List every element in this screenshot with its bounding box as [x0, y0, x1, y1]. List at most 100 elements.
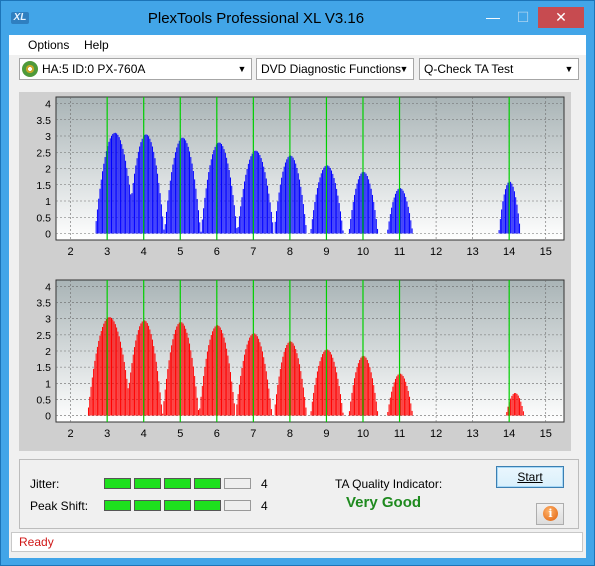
jitter-meter-segment: [164, 478, 191, 489]
data-bar-top: [131, 193, 133, 234]
data-bar-bottom: [318, 365, 320, 416]
y-tick-label-top: 2.5: [36, 147, 51, 159]
data-bar-top: [338, 203, 340, 234]
data-bar-top: [295, 163, 297, 234]
data-bar-top: [265, 178, 267, 234]
data-bar-bottom: [146, 323, 148, 416]
data-bar-bottom: [375, 401, 377, 416]
data-bar-top: [301, 194, 303, 234]
data-bar-bottom: [218, 325, 220, 416]
data-bar-top: [210, 159, 212, 234]
start-button[interactable]: Start: [496, 466, 564, 488]
chevron-down-icon[interactable]: ▼: [564, 64, 574, 74]
data-bar-top: [277, 201, 279, 234]
data-bar-top: [507, 182, 509, 234]
chevron-down-icon[interactable]: ▼: [237, 64, 247, 74]
data-bar-top: [187, 146, 189, 234]
menu-options[interactable]: Options: [28, 38, 70, 52]
data-bar-bottom: [150, 334, 152, 416]
data-bar-top: [232, 195, 234, 234]
data-bar-top: [95, 221, 97, 234]
data-bar-top: [270, 211, 272, 234]
data-bar-top: [357, 179, 359, 234]
data-bar-top: [151, 146, 153, 234]
x-tick-label-top: 12: [430, 246, 442, 258]
data-bar-bottom: [311, 401, 313, 416]
data-bar-bottom: [368, 363, 370, 416]
data-bar-bottom: [172, 339, 174, 416]
test-select[interactable]: Q-Check TA Test ▼: [419, 58, 579, 80]
data-bar-bottom: [245, 349, 247, 416]
data-bar-top: [250, 156, 252, 234]
data-bar-top: [403, 193, 405, 234]
data-bar-top: [503, 194, 505, 234]
data-bar-bottom: [103, 323, 105, 416]
data-bar-bottom: [291, 341, 293, 416]
data-bar-bottom: [155, 361, 157, 416]
data-bar-bottom: [304, 397, 306, 416]
data-bar-top: [370, 188, 372, 234]
data-bar-bottom: [402, 376, 404, 416]
data-bar-top: [126, 167, 128, 234]
title-bar[interactable]: XL PlexTools Professional XL V3.16 — ☐ ✕: [1, 1, 594, 35]
info-button[interactable]: i: [536, 503, 564, 525]
data-bar-top: [332, 173, 334, 234]
data-bar-bottom: [90, 386, 92, 416]
chevron-down-icon[interactable]: ▼: [399, 64, 409, 74]
data-bar-top: [305, 225, 307, 234]
peak-shift-meter-segment: [164, 500, 191, 511]
ta-quality-label: TA Quality Indicator:: [335, 477, 443, 491]
data-bar-top: [254, 150, 256, 234]
data-bar-bottom: [204, 366, 206, 416]
data-bar-bottom: [94, 360, 96, 416]
data-bar-top: [118, 137, 120, 234]
data-bar-bottom: [139, 326, 141, 416]
data-bar-top: [300, 186, 302, 234]
data-bar-bottom: [406, 385, 408, 416]
close-button[interactable]: ✕: [538, 7, 584, 28]
maximize-button[interactable]: ☐: [516, 9, 530, 25]
data-bar-bottom: [277, 384, 279, 416]
data-bar-bottom: [114, 324, 116, 416]
data-bar-bottom: [181, 322, 183, 416]
minimize-button[interactable]: —: [486, 9, 500, 25]
data-bar-top: [354, 194, 356, 234]
data-bar-bottom: [324, 350, 326, 416]
data-bar-bottom: [127, 388, 129, 416]
data-bar-top: [103, 163, 105, 234]
data-bar-top: [361, 172, 363, 234]
menu-help[interactable]: Help: [84, 38, 109, 52]
data-bar-bottom: [196, 397, 198, 416]
data-bar-bottom: [360, 357, 362, 416]
data-bar-top: [119, 140, 121, 234]
data-bar-top: [222, 146, 224, 234]
jitter-label: Jitter:: [30, 477, 60, 491]
data-bar-top: [233, 205, 235, 234]
data-bar-top: [511, 183, 513, 234]
data-bar-top: [359, 176, 361, 234]
data-bar-bottom: [208, 345, 210, 416]
data-bar-bottom: [265, 371, 267, 416]
menu-bar: Options Help: [9, 35, 586, 55]
drive-select[interactable]: HA:5 ID:0 PX-760A ▼: [19, 58, 252, 80]
data-bar-top: [322, 170, 324, 234]
data-bar-top: [224, 153, 226, 234]
data-bar-top: [113, 132, 115, 234]
data-bar-bottom: [205, 358, 207, 416]
data-bar-bottom: [279, 369, 281, 416]
function-select[interactable]: DVD Diagnostic Functions ▼: [256, 58, 414, 80]
y-tick-label-bottom: 3: [45, 314, 51, 326]
data-bar-bottom: [373, 385, 375, 416]
data-bar-top: [136, 158, 138, 234]
data-bar-bottom: [91, 377, 93, 416]
data-bar-top: [251, 153, 253, 234]
data-bar-top: [406, 201, 408, 234]
data-bar-bottom: [342, 412, 344, 416]
data-bar-bottom: [519, 398, 521, 416]
data-bar-top: [405, 196, 407, 234]
jitter-value: 4: [261, 477, 268, 491]
data-bar-bottom: [166, 378, 168, 416]
data-bar-bottom: [159, 392, 161, 416]
data-bar-bottom: [104, 321, 106, 416]
data-bar-bottom: [214, 326, 216, 416]
